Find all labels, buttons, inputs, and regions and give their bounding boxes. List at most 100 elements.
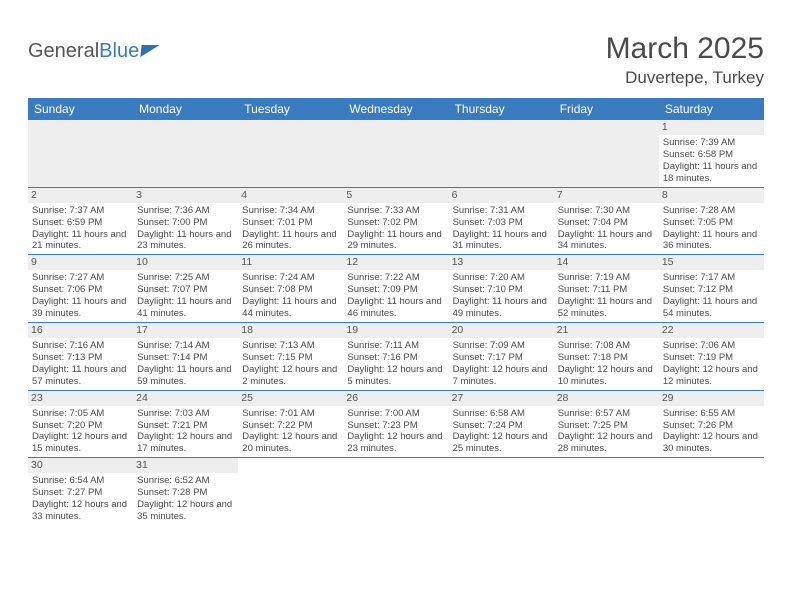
day-cell — [554, 458, 659, 525]
day-cell: 16 Sunrise: 7:16 AM Sunset: 7:13 PM Dayli… — [28, 322, 133, 390]
week-row: 2Sunrise: 7:37 AM Sunset: 6:59 PM Daylig… — [28, 187, 764, 255]
week-row: 9Sunrise: 7:27 AM Sunset: 7:06 PM Daylig… — [28, 255, 764, 323]
day-number: 28 — [554, 391, 659, 406]
logo-text-blue: Blue — [99, 40, 139, 63]
day-number: 26 — [343, 391, 448, 406]
dow-saturday: Saturday — [659, 98, 764, 120]
day-cell: 31 Sunrise: 6:52 AM Sunset: 7:28 PM Dayli… — [133, 458, 238, 525]
day-details: Sunrise: 7:09 AM Sunset: 7:17 PM Dayligh… — [453, 340, 550, 388]
day-cell: 29 Sunrise: 6:55 AM Sunset: 7:26 PM Dayli… — [659, 390, 764, 458]
sail-icon — [141, 45, 160, 57]
day-number: 30 — [28, 458, 133, 473]
day-cell — [28, 120, 133, 187]
day-cell: 18Sunrise: 7:13 AM Sunset: 7:15 PM Dayli… — [238, 322, 343, 390]
day-details: Sunrise: 7:06 AM Sunset: 7:19 PM Dayligh… — [663, 340, 760, 388]
day-number: 7 — [554, 188, 659, 203]
day-details: Sunrise: 7:33 AM Sunset: 7:02 PM Dayligh… — [347, 205, 444, 253]
day-cell: 7 Sunrise: 7:30 AM Sunset: 7:04 PM Daylig… — [554, 187, 659, 255]
day-cell — [343, 120, 448, 187]
day-details: Sunrise: 7:01 AM Sunset: 7:22 PM Dayligh… — [242, 408, 339, 456]
day-details: Sunrise: 6:57 AM Sunset: 7:25 PM Dayligh… — [558, 408, 655, 456]
logo-text-general: General — [28, 40, 99, 63]
day-details: Sunrise: 6:54 AM Sunset: 7:27 PM Dayligh… — [32, 475, 129, 523]
day-number: 19 — [343, 323, 448, 338]
day-cell: 11 Sunrise: 7:24 AM Sunset: 7:08 PM Dayli… — [238, 255, 343, 323]
day-number: 20 — [449, 323, 554, 338]
day-number: 15 — [659, 255, 764, 270]
week-row: 23 Sunrise: 7:05 AM Sunset: 7:20 PM Dayli… — [28, 390, 764, 458]
day-details: Sunrise: 7:17 AM Sunset: 7:12 PM Dayligh… — [663, 272, 760, 320]
dow-wednesday: Wednesday — [343, 98, 448, 120]
day-details: Sunrise: 6:55 AM Sunset: 7:26 PM Dayligh… — [663, 408, 760, 456]
day-cell: 19 Sunrise: 7:11 AM Sunset: 7:16 PM Dayli… — [343, 322, 448, 390]
day-cell: 2Sunrise: 7:37 AM Sunset: 6:59 PM Daylig… — [28, 187, 133, 255]
day-number: 5 — [343, 188, 448, 203]
day-cell: 22 Sunrise: 7:06 AM Sunset: 7:19 PM Dayli… — [659, 322, 764, 390]
day-details: Sunrise: 7:19 AM Sunset: 7:11 PM Dayligh… — [558, 272, 655, 320]
dow-thursday: Thursday — [449, 98, 554, 120]
day-cell: 9Sunrise: 7:27 AM Sunset: 7:06 PM Daylig… — [28, 255, 133, 323]
day-details: Sunrise: 7:14 AM Sunset: 7:14 PM Dayligh… — [137, 340, 234, 388]
day-cell — [238, 120, 343, 187]
day-cell — [554, 120, 659, 187]
day-details: Sunrise: 7:05 AM Sunset: 7:20 PM Dayligh… — [32, 408, 129, 456]
day-number: 8 — [659, 188, 764, 203]
day-details: Sunrise: 7:22 AM Sunset: 7:09 PM Dayligh… — [347, 272, 444, 320]
day-number: 11 — [238, 255, 343, 270]
day-details: Sunrise: 7:34 AM Sunset: 7:01 PM Dayligh… — [242, 205, 339, 253]
day-cell — [659, 458, 764, 525]
day-details: Sunrise: 7:24 AM Sunset: 7:08 PM Dayligh… — [242, 272, 339, 320]
day-details: Sunrise: 6:52 AM Sunset: 7:28 PM Dayligh… — [137, 475, 234, 523]
day-cell: 5 Sunrise: 7:33 AM Sunset: 7:02 PM Daylig… — [343, 187, 448, 255]
day-details: Sunrise: 7:36 AM Sunset: 7:00 PM Dayligh… — [137, 205, 234, 253]
day-details: Sunrise: 7:20 AM Sunset: 7:10 PM Dayligh… — [453, 272, 550, 320]
day-number: 17 — [133, 323, 238, 338]
month-title: March 2025 — [606, 32, 764, 66]
dow-monday: Monday — [133, 98, 238, 120]
day-details: Sunrise: 7:08 AM Sunset: 7:18 PM Dayligh… — [558, 340, 655, 388]
day-cell: 20 Sunrise: 7:09 AM Sunset: 7:17 PM Dayli… — [449, 322, 554, 390]
day-details: Sunrise: 7:39 AM Sunset: 6:58 PM Dayligh… — [663, 137, 760, 185]
day-number: 16 — [28, 323, 133, 338]
day-number: 12 — [343, 255, 448, 270]
calendar-header-row: Sunday Monday Tuesday Wednesday Thursday… — [28, 98, 764, 120]
day-cell: 14 Sunrise: 7:19 AM Sunset: 7:11 PM Dayli… — [554, 255, 659, 323]
day-number: 18 — [238, 323, 343, 338]
day-number: 23 — [28, 391, 133, 406]
day-cell: 12 Sunrise: 7:22 AM Sunset: 7:09 PM Dayli… — [343, 255, 448, 323]
day-cell: 13 Sunrise: 7:20 AM Sunset: 7:10 PM Dayli… — [449, 255, 554, 323]
day-cell: 30 Sunrise: 6:54 AM Sunset: 7:27 PM Dayli… — [28, 458, 133, 525]
day-cell — [449, 120, 554, 187]
day-cell: 26 Sunrise: 7:00 AM Sunset: 7:23 PM Dayli… — [343, 390, 448, 458]
header: GeneralBlue March 2025 Duvertepe, Turkey — [28, 32, 764, 88]
day-number: 29 — [659, 391, 764, 406]
day-number: 14 — [554, 255, 659, 270]
day-details: Sunrise: 7:37 AM Sunset: 6:59 PM Dayligh… — [32, 205, 129, 253]
day-cell — [343, 458, 448, 525]
day-details: Sunrise: 7:30 AM Sunset: 7:04 PM Dayligh… — [558, 205, 655, 253]
dow-tuesday: Tuesday — [238, 98, 343, 120]
calendar-body: 1 Sunrise: 7:39 AM Sunset: 6:58 PM Daylig… — [28, 120, 764, 525]
day-number: 22 — [659, 323, 764, 338]
week-row: 1 Sunrise: 7:39 AM Sunset: 6:58 PM Daylig… — [28, 120, 764, 187]
day-number: 6 — [449, 188, 554, 203]
day-details: Sunrise: 7:00 AM Sunset: 7:23 PM Dayligh… — [347, 408, 444, 456]
day-number: 25 — [238, 391, 343, 406]
day-number: 10 — [133, 255, 238, 270]
day-number: 31 — [133, 458, 238, 473]
day-number: 13 — [449, 255, 554, 270]
day-cell: 17 Sunrise: 7:14 AM Sunset: 7:14 PM Dayli… — [133, 322, 238, 390]
day-number: 3 — [133, 188, 238, 203]
day-details: Sunrise: 7:31 AM Sunset: 7:03 PM Dayligh… — [453, 205, 550, 253]
dow-friday: Friday — [554, 98, 659, 120]
week-row: 30 Sunrise: 6:54 AM Sunset: 7:27 PM Dayli… — [28, 458, 764, 525]
day-details: Sunrise: 7:25 AM Sunset: 7:07 PM Dayligh… — [137, 272, 234, 320]
day-number: 9 — [28, 255, 133, 270]
day-details: Sunrise: 7:16 AM Sunset: 7:13 PM Dayligh… — [32, 340, 129, 388]
day-number: 1 — [659, 120, 764, 135]
day-cell: 3 Sunrise: 7:36 AM Sunset: 7:00 PM Daylig… — [133, 187, 238, 255]
day-cell — [133, 120, 238, 187]
day-cell: 15 Sunrise: 7:17 AM Sunset: 7:12 PM Dayli… — [659, 255, 764, 323]
week-row: 16 Sunrise: 7:16 AM Sunset: 7:13 PM Dayli… — [28, 322, 764, 390]
day-details: Sunrise: 7:11 AM Sunset: 7:16 PM Dayligh… — [347, 340, 444, 388]
